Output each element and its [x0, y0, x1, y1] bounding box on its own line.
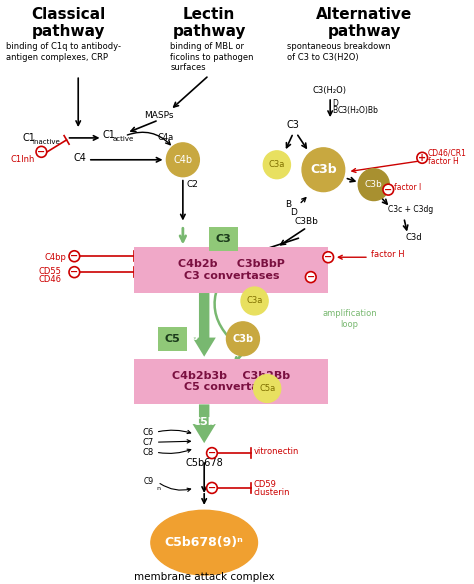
Bar: [209, 227, 238, 251]
Text: C5: C5: [164, 334, 180, 344]
Bar: [158, 327, 187, 351]
Text: C3: C3: [216, 234, 231, 244]
Text: C5b678(9)ⁿ: C5b678(9)ⁿ: [165, 536, 244, 549]
Text: C3b: C3b: [232, 334, 254, 344]
Circle shape: [241, 287, 268, 315]
Text: vitronectin: vitronectin: [254, 447, 299, 456]
Polygon shape: [192, 404, 216, 443]
Text: +: +: [418, 153, 426, 164]
Text: C3a: C3a: [269, 160, 285, 169]
Text: Lectin
pathway: Lectin pathway: [172, 6, 246, 39]
Text: C4b2b3b    C3b2Bb
C5 convertases: C4b2b3b C3b2Bb C5 convertases: [172, 371, 291, 392]
Text: amplification
loop: amplification loop: [322, 309, 377, 329]
Text: C4a: C4a: [157, 133, 173, 142]
Text: CD59: CD59: [254, 481, 276, 489]
Text: C6: C6: [143, 427, 154, 437]
Text: C3: C3: [287, 120, 300, 130]
Text: C1: C1: [102, 130, 115, 140]
Text: C3(H₂O): C3(H₂O): [313, 86, 346, 95]
Text: C3b: C3b: [310, 164, 337, 176]
Text: C4: C4: [73, 153, 86, 163]
Text: Classical
pathway: Classical pathway: [31, 6, 106, 39]
Text: Alternative
pathway: Alternative pathway: [316, 6, 412, 39]
Text: C3c + C3dg: C3c + C3dg: [388, 205, 434, 214]
Bar: [135, 359, 328, 404]
Circle shape: [227, 322, 259, 356]
Circle shape: [263, 151, 291, 179]
Text: C9: C9: [144, 478, 154, 486]
Ellipse shape: [151, 510, 257, 575]
Circle shape: [358, 169, 389, 200]
Text: C2: C2: [187, 180, 199, 189]
Text: −: −: [37, 147, 46, 157]
Text: −: −: [208, 448, 216, 458]
Text: binding of MBL or
ficolins to pathogen
surfaces: binding of MBL or ficolins to pathogen s…: [170, 43, 254, 72]
Text: C3d: C3d: [406, 233, 422, 242]
Text: factor H: factor H: [428, 157, 459, 166]
Text: C4b: C4b: [173, 155, 192, 165]
Text: −: −: [307, 272, 315, 282]
Text: C8: C8: [143, 447, 154, 457]
Circle shape: [323, 252, 334, 263]
Text: factor I: factor I: [394, 183, 421, 192]
Text: C1: C1: [22, 133, 35, 143]
Text: C4b2b     C3bBbP
C3 convertases: C4b2b C3bBbP C3 convertases: [178, 259, 285, 281]
Circle shape: [166, 143, 200, 177]
Circle shape: [383, 184, 393, 195]
Text: spontaneous breakdown
of C3 to C3(H2O): spontaneous breakdown of C3 to C3(H2O): [287, 43, 390, 62]
Text: −: −: [70, 267, 78, 277]
Text: binding of C1q to antibody-
antigen complexes, CRP: binding of C1q to antibody- antigen comp…: [6, 43, 120, 62]
Text: factor H: factor H: [371, 250, 404, 259]
Text: C3Bb: C3Bb: [295, 217, 319, 226]
Text: −: −: [208, 483, 216, 493]
Text: C3b: C3b: [176, 332, 199, 342]
Text: D: D: [290, 208, 297, 217]
Text: D: D: [332, 99, 338, 107]
Text: C3a: C3a: [246, 297, 263, 305]
Text: CD46: CD46: [39, 274, 62, 284]
Text: clusterin: clusterin: [254, 488, 290, 498]
Text: C4bp: C4bp: [45, 253, 66, 262]
Circle shape: [254, 374, 281, 402]
Text: C1Inh: C1Inh: [10, 155, 35, 164]
Text: membrane attack complex: membrane attack complex: [134, 572, 274, 582]
Text: −: −: [70, 251, 78, 261]
Text: −: −: [384, 185, 392, 194]
Circle shape: [305, 272, 316, 283]
Text: n: n: [157, 486, 161, 491]
Text: active: active: [113, 136, 134, 142]
Text: C5b: C5b: [192, 417, 216, 427]
Text: C5a: C5a: [259, 384, 275, 393]
Text: C5b678: C5b678: [185, 458, 223, 468]
Circle shape: [69, 267, 80, 277]
Text: B: B: [332, 106, 337, 114]
Circle shape: [417, 152, 428, 164]
Circle shape: [302, 148, 345, 192]
Text: C3(H₂O)Bb: C3(H₂O)Bb: [338, 106, 379, 114]
Text: CD46/CR1: CD46/CR1: [428, 148, 467, 157]
Text: CD55: CD55: [39, 267, 62, 276]
Bar: [135, 247, 328, 293]
Text: C3b: C3b: [365, 180, 383, 189]
Text: C7: C7: [143, 437, 154, 447]
Text: MASPs: MASPs: [144, 110, 173, 120]
Polygon shape: [192, 293, 216, 357]
Circle shape: [69, 251, 80, 262]
Circle shape: [207, 482, 217, 493]
Circle shape: [36, 147, 47, 157]
Circle shape: [207, 448, 217, 458]
Text: inactive: inactive: [33, 139, 60, 145]
Text: B: B: [285, 200, 292, 209]
Text: −: −: [324, 252, 332, 262]
